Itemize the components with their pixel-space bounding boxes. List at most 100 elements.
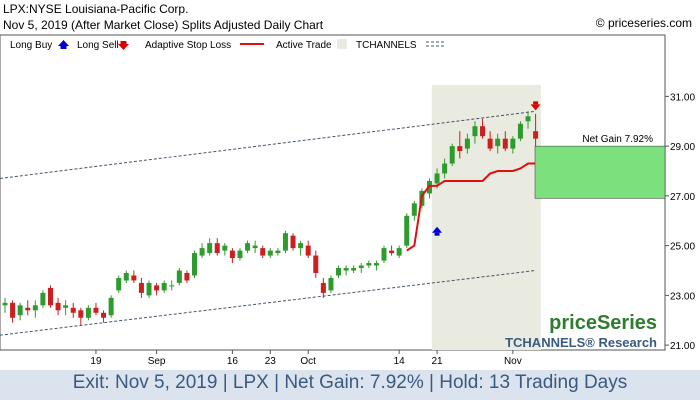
candle-body — [70, 307, 76, 313]
candle-body — [373, 263, 379, 266]
long-buy-icon-stem — [60, 46, 67, 49]
long-sell-marker-stem — [533, 101, 539, 105]
candle-body — [176, 270, 182, 283]
candle-body — [229, 250, 235, 259]
candle — [502, 131, 508, 152]
candle-body — [252, 245, 258, 249]
candle — [517, 121, 523, 142]
price-chart: 21.00 23.00 25.00 27.00 29.00 31.00 19 Sep 16 23 O… — [0, 33, 700, 370]
x-tick-label: Sep — [148, 356, 166, 367]
candle — [381, 245, 387, 264]
candle-body — [480, 126, 486, 137]
candle — [131, 270, 137, 283]
y-tick-label: 27.00 — [670, 192, 695, 203]
candle-body — [169, 285, 175, 287]
candle-body — [336, 268, 342, 276]
candle-body — [10, 302, 16, 318]
candle — [282, 230, 288, 254]
candle-body — [192, 253, 197, 276]
long-buy-icon — [58, 40, 69, 46]
net-gain-box — [534, 145, 666, 199]
candle-body — [298, 243, 304, 249]
candle — [290, 233, 296, 251]
x-tick-label: Oct — [300, 356, 316, 367]
candle — [313, 250, 319, 278]
candle-body — [108, 297, 114, 316]
copyright-label: © priceseries.com — [595, 16, 692, 30]
candle-body — [351, 268, 357, 271]
candle-body — [85, 307, 91, 318]
candle — [154, 282, 160, 296]
y-tick-label: 21.00 — [670, 341, 695, 352]
candle-body — [275, 250, 281, 254]
candle — [320, 277, 326, 298]
candle-body — [313, 255, 319, 273]
candle — [199, 243, 205, 259]
candle — [55, 297, 61, 316]
legend-adaptive-stop-label: Adaptive Stop Loss — [145, 40, 231, 51]
tchannels-research-label: TCHANNELS® Research — [505, 335, 657, 350]
long-sell-icon — [118, 44, 129, 50]
active-trade-swatch — [337, 39, 347, 49]
legend-long-sell-label: Long Sell — [77, 40, 119, 51]
candle-body — [502, 138, 508, 149]
x-tick-label: 23 — [265, 356, 277, 367]
candle — [146, 280, 152, 298]
chart-title: LPX:NYSE Louisiana-Pacific Corp. — [3, 2, 189, 16]
candle-body — [78, 310, 84, 318]
y-tick-label: 31.00 — [670, 92, 695, 103]
legend-active-trade-label: Active Trade — [276, 40, 332, 51]
candle — [2, 297, 8, 313]
candle-body — [282, 233, 288, 251]
x-tick-label: 14 — [394, 356, 406, 367]
candle — [222, 243, 228, 256]
candle — [138, 277, 144, 298]
candle — [176, 268, 182, 286]
candle-body — [533, 131, 539, 139]
candle — [10, 300, 16, 323]
candle — [252, 240, 258, 254]
net-gain-label: Net Gain 7.92% — [582, 134, 653, 145]
chart-svg: 21.00 23.00 25.00 27.00 29.00 31.00 19 Sep 16 23 O… — [0, 33, 700, 370]
candle — [487, 131, 493, 152]
candle — [275, 248, 281, 256]
candle-body — [161, 282, 167, 291]
long-buy-marker-icon — [432, 226, 443, 233]
candle-body — [17, 305, 23, 316]
long-sell-marker-icon — [530, 104, 541, 111]
x-tick-label: 19 — [90, 356, 102, 367]
y-tick-label: 25.00 — [670, 242, 695, 253]
candle — [207, 238, 213, 256]
candle-body — [487, 138, 493, 149]
candle — [298, 240, 304, 256]
candle — [495, 133, 501, 154]
candle — [245, 240, 251, 254]
candle-body — [260, 248, 266, 256]
candle-body — [199, 248, 205, 256]
candle — [366, 260, 372, 269]
candle-body — [525, 116, 531, 122]
candle — [472, 121, 478, 144]
candle-body — [2, 302, 8, 306]
candle-body — [101, 312, 107, 318]
candle-body — [457, 146, 463, 152]
candle-body — [472, 126, 478, 137]
candle — [63, 300, 69, 316]
candle — [336, 265, 342, 278]
candle-body — [517, 123, 523, 139]
candle — [351, 265, 357, 273]
candle-body — [245, 243, 251, 251]
candle — [358, 263, 364, 273]
candle — [78, 307, 84, 326]
candle — [192, 250, 197, 278]
candle-body — [358, 265, 364, 269]
candle-body — [32, 305, 38, 311]
candle-body — [47, 287, 53, 306]
candle — [40, 290, 46, 308]
candle — [161, 280, 167, 293]
adaptive-stop-line — [406, 162, 536, 252]
candle-body — [449, 146, 455, 164]
chart-subtitle: Nov 5, 2019 (After Market Close) Splits … — [3, 18, 324, 32]
candle-body — [389, 250, 395, 254]
legend-background — [2, 36, 447, 53]
